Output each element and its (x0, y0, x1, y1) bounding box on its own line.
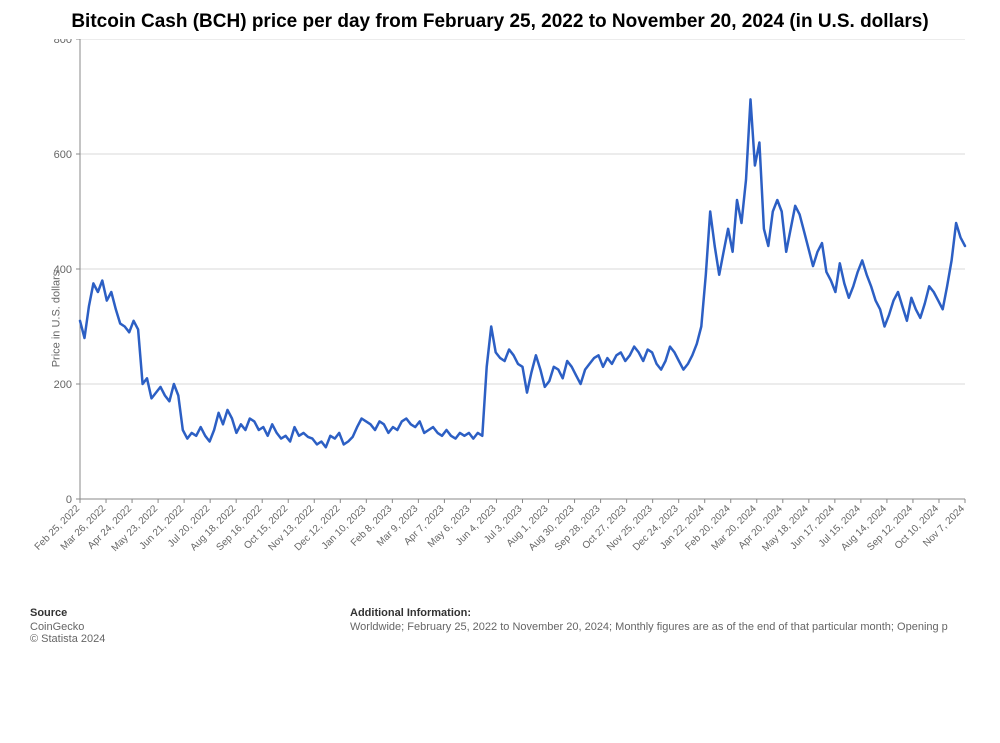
y-axis-label: Price in U.S. dollars (50, 270, 62, 367)
additional-heading: Additional Information: (350, 607, 970, 619)
svg-text:200: 200 (54, 379, 72, 391)
source-heading: Source (30, 607, 350, 619)
additional-text: Worldwide; February 25, 2022 to November… (350, 621, 948, 633)
copyright-text: © Statista 2024 (30, 633, 105, 645)
chart-footer: Source CoinGecko © Statista 2024 Additio… (0, 599, 1000, 645)
chart-container: Price in U.S. dollars 0200400600800Feb 2… (0, 39, 1000, 599)
svg-text:0: 0 (66, 494, 72, 506)
source-text: CoinGecko (30, 621, 84, 633)
price-line-chart: 0200400600800Feb 25, 2022Mar 26, 2022Apr… (0, 39, 1000, 599)
svg-text:600: 600 (54, 149, 72, 161)
svg-text:800: 800 (54, 39, 72, 46)
chart-title: Bitcoin Cash (BCH) price per day from Fe… (0, 0, 1000, 39)
